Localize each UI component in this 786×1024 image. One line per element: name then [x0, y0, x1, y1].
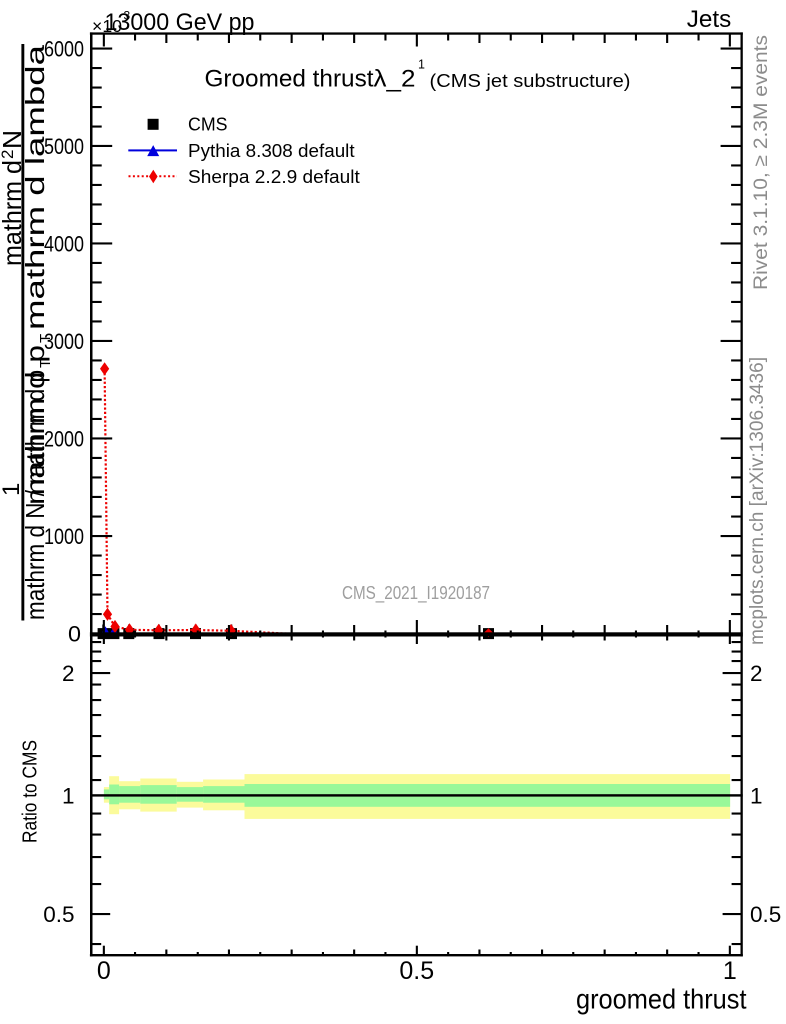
svg-text:Sherpa 2.2.9 default: Sherpa 2.2.9 default: [188, 167, 360, 187]
svg-text:3000: 3000: [44, 329, 84, 354]
svg-text:3: 3: [124, 8, 131, 22]
svg-text:0.5: 0.5: [750, 902, 781, 927]
svg-text:1: 1: [750, 784, 763, 809]
svg-text:4000: 4000: [44, 232, 84, 257]
svg-text:mathrm d N / mathrm d p: mathrm d N / mathrm d p: [20, 370, 50, 620]
svg-text:mathrm d p: mathrm d p: [20, 345, 50, 505]
svg-text:Groomed thrust: Groomed thrust: [205, 66, 374, 93]
svg-text:Rivet 3.1.10, ≥ 2.3M events: Rivet 3.1.10, ≥ 2.3M events: [750, 35, 772, 290]
svg-text:0: 0: [68, 621, 81, 646]
svg-text:6000: 6000: [44, 37, 84, 62]
svg-text:1: 1: [723, 957, 737, 985]
svg-text:T: T: [37, 334, 54, 343]
svg-text:T: T: [37, 359, 54, 368]
svg-text:CMS_2021_I1920187: CMS_2021_I1920187: [342, 582, 490, 604]
svg-text:1: 1: [418, 58, 425, 72]
svg-text:×10: ×10: [92, 16, 122, 36]
svg-text:0: 0: [97, 957, 111, 985]
svg-text:λ_2: λ_2: [374, 66, 416, 93]
svg-text:N: N: [0, 130, 27, 149]
svg-text:13000 GeV pp: 13000 GeV pp: [105, 9, 255, 36]
svg-text:Ratio to CMS: Ratio to CMS: [20, 740, 42, 843]
svg-text:Jets: Jets: [687, 6, 732, 33]
svg-text:mathrm d lambda: mathrm d lambda: [20, 44, 50, 330]
svg-text:0.5: 0.5: [399, 957, 434, 985]
svg-text:mcplots.cern.ch [arXiv:1306.34: mcplots.cern.ch [arXiv:1306.3436]: [746, 357, 768, 645]
svg-text:1000: 1000: [44, 524, 84, 549]
svg-text:(CMS jet substructure): (CMS jet substructure): [430, 71, 631, 91]
svg-text:CMS: CMS: [188, 115, 228, 135]
svg-text:0.5: 0.5: [43, 902, 74, 927]
svg-text:2: 2: [0, 150, 17, 159]
svg-text:Pythia 8.308 default: Pythia 8.308 default: [188, 141, 355, 161]
svg-text:5000: 5000: [44, 134, 84, 159]
svg-text:2000: 2000: [44, 427, 84, 452]
svg-text:1: 1: [62, 784, 75, 809]
svg-text:groomed thrust: groomed thrust: [576, 984, 747, 1015]
svg-text:2: 2: [750, 661, 763, 686]
svg-text:2: 2: [62, 661, 75, 686]
svg-text:1: 1: [0, 483, 25, 496]
